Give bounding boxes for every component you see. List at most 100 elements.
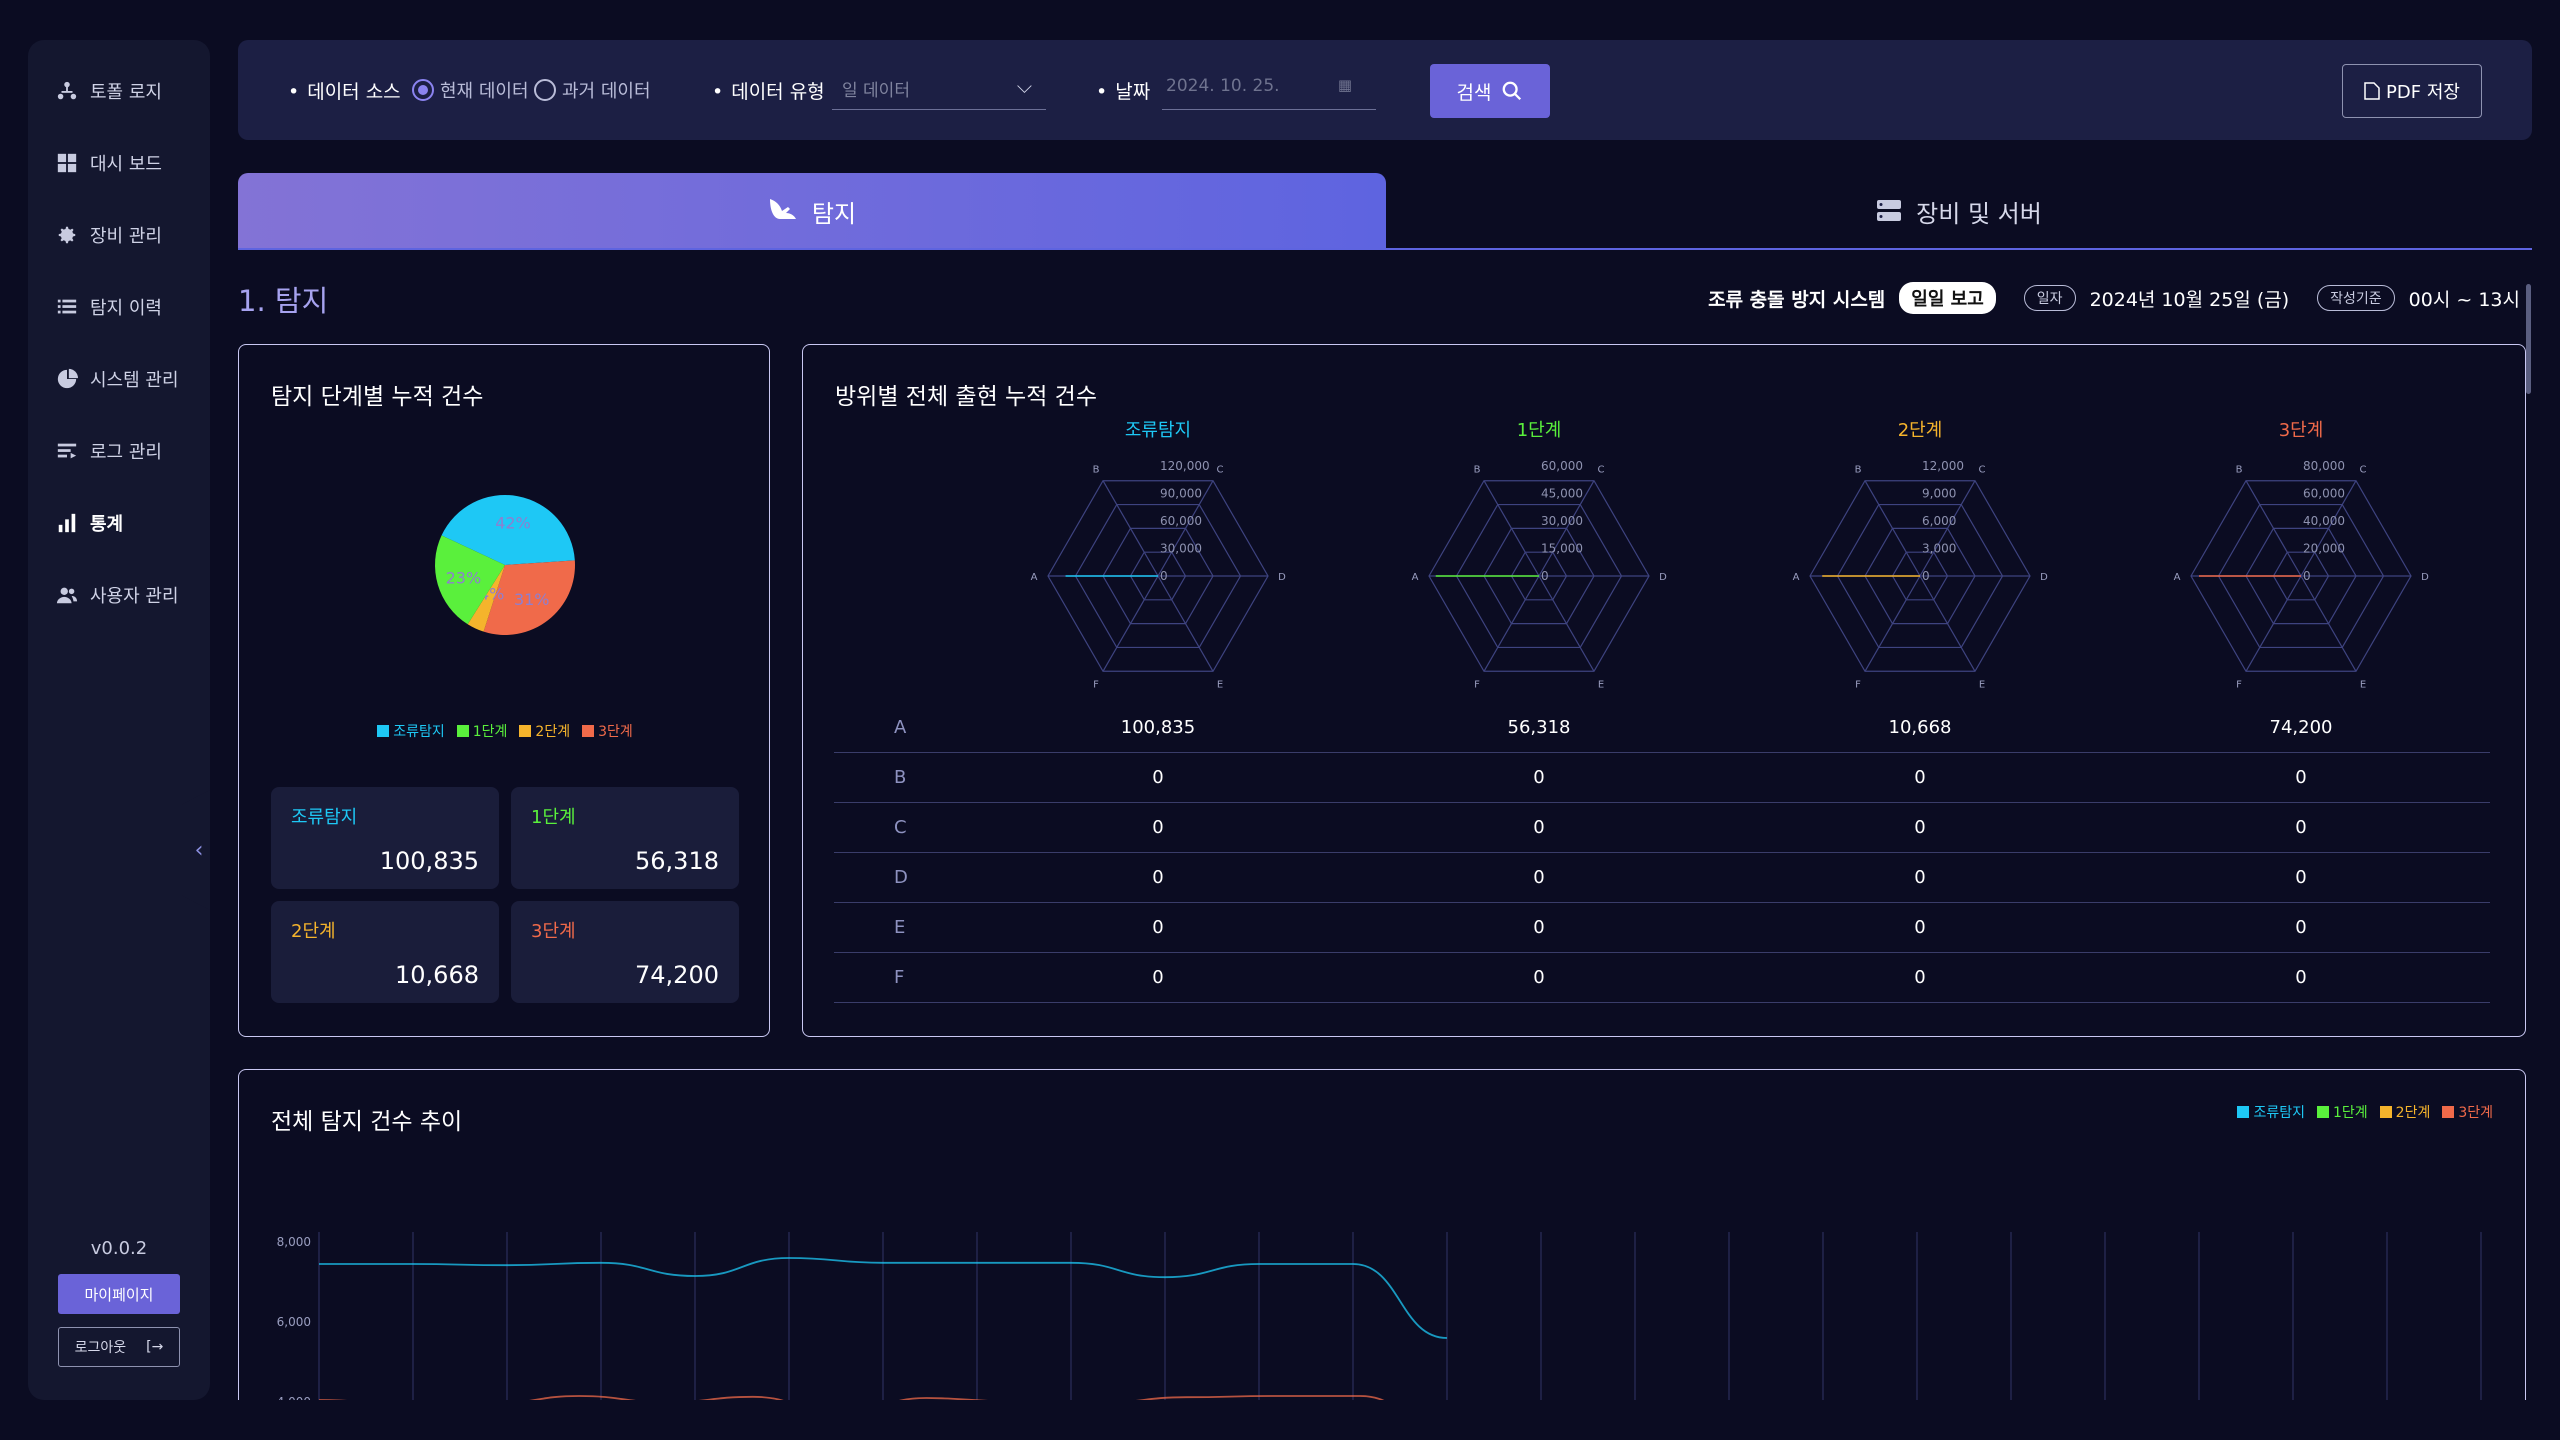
chevron-down-icon: ⌵	[1016, 74, 1032, 98]
sidebar-item-topology[interactable]: 토폴 로지	[56, 78, 162, 104]
server-icon	[1877, 200, 1902, 221]
table-row: E 0 0 0 0	[834, 903, 2490, 953]
table-cell: 0	[2295, 967, 2307, 988]
sidebar-item-statistics[interactable]: 통계	[56, 510, 123, 536]
section-title: 1. 탐지	[238, 284, 329, 318]
log-icon	[57, 443, 77, 459]
pdf-save-button[interactable]: PDF 저장	[2342, 64, 2482, 118]
calendar-icon[interactable]: ▦	[1337, 76, 1352, 94]
chevron-left-icon: ‹	[194, 837, 204, 863]
logout-icon: [→	[146, 1339, 164, 1355]
radar-axis-label: E	[2360, 679, 2366, 690]
radar-axis-label: C	[1598, 465, 1605, 476]
pie-slice-label: 42%	[495, 513, 531, 532]
radar-title-stage2: 2단계	[1897, 420, 1943, 441]
radar-tick-label: 120,000	[1160, 459, 1210, 473]
radar-axis-label: B	[1855, 465, 1862, 476]
sidebar-item-label: 토폴 로지	[90, 82, 162, 103]
tab-equipment-server[interactable]: 장비 및 서버	[1386, 173, 2532, 249]
sidebar-item-label: 로그 관리	[90, 442, 162, 463]
radar-tick-label: 3,000	[1922, 542, 1956, 556]
tab-detection[interactable]: 탐지	[238, 173, 1386, 249]
search-button[interactable]: 검색	[1430, 64, 1550, 118]
sidebar-item-label: 시스템 관리	[90, 370, 179, 391]
stat-value: 56,318	[635, 847, 719, 875]
radar-axis	[2245, 480, 2302, 577]
legend-swatch	[2237, 1106, 2250, 1118]
radar-tick-label: 80,000	[2303, 459, 2345, 473]
radio-unchecked-icon	[534, 79, 556, 101]
bar-chart-icon	[58, 513, 76, 533]
radar-tick-label: 90,000	[1160, 487, 1202, 501]
sidebar-item-history[interactable]: 탐지 이력	[56, 294, 162, 320]
card-title: 탐지 단계별 누적 건수	[271, 384, 484, 410]
radio-label: 과거 데이터	[562, 81, 651, 102]
radio-past-data[interactable]: 과거 데이터	[534, 77, 651, 103]
bird-icon	[769, 199, 796, 219]
radar-axis	[2300, 575, 2357, 672]
radar-tick-label: 0	[2303, 569, 2311, 583]
table-row: D 0 0 0 0	[834, 853, 2490, 903]
report-type-badge: 일일 보고	[1899, 282, 1996, 314]
radar-tick-label: 60,000	[1160, 514, 1202, 528]
sidebar-collapse-toggle[interactable]: ‹	[182, 790, 210, 910]
trend-legend: 조류탐지 1단계 2단계 3단계	[2237, 1102, 2493, 1122]
radar-axis-label: D	[2040, 572, 2048, 583]
page-scrollbar[interactable]	[2526, 284, 2531, 394]
direction-label: E	[894, 917, 906, 938]
radar-title-stage3: 3단계	[2278, 420, 2324, 441]
sidebar: 토폴 로지 대시 보드 장비 관리 탐지 이력 시스템 관리 로그 관리 통계 …	[28, 40, 210, 1400]
sidebar-item-equipment[interactable]: 장비 관리	[56, 222, 162, 248]
legend-label: 2단계	[2395, 1105, 2431, 1121]
date-label: 날짜	[1096, 77, 1150, 104]
table-cell: 10,668	[1888, 717, 1952, 738]
radio-current-data[interactable]: 현재 데이터	[412, 77, 529, 103]
pie-chart: 42%31%4%23%	[435, 495, 575, 635]
radar-charts: A B C D E F 120,000 90,000 60,000 30,000 0 A B C D E F 60…	[1031, 459, 2430, 690]
sidebar-item-label: 장비 관리	[90, 226, 162, 247]
search-label: 검색	[1456, 81, 1492, 104]
sidebar-item-log[interactable]: 로그 관리	[56, 438, 162, 464]
stat-label: 1단계	[531, 807, 576, 828]
trend-card: 전체 탐지 건수 추이 조류탐지 1단계 2단계 3단계 4,0006,0008…	[238, 1069, 2526, 1440]
radar-tick-label: 6,000	[1922, 514, 1956, 528]
radar-tick-label: 60,000	[1541, 459, 1583, 473]
radio-checked-icon	[412, 79, 434, 101]
table-cell: 0	[1914, 867, 1926, 888]
legend-swatch	[2316, 1106, 2329, 1118]
radar-axis	[1102, 480, 1159, 577]
mypage-button[interactable]: 마이페이지	[58, 1274, 180, 1314]
radar-axis-label: C	[1979, 465, 1986, 476]
table-cell: 0	[1533, 767, 1545, 788]
stat-label: 2단계	[291, 921, 336, 942]
radar-axis-label: A	[1031, 572, 1038, 583]
radar-tick-label: 60,000	[2303, 487, 2345, 501]
stat-card-bird: 조류탐지 100,835	[271, 787, 499, 889]
table-cell: 0	[2295, 767, 2307, 788]
dashboard-icon	[57, 153, 77, 173]
sidebar-item-label: 탐지 이력	[90, 298, 162, 319]
legend-swatch	[456, 725, 469, 737]
pie-slice-label: 23%	[446, 568, 482, 587]
report-basis: 00시 ~ 13시	[2408, 288, 2520, 311]
table-cell: 0	[1152, 967, 1164, 988]
gear-icon	[58, 226, 76, 244]
sidebar-item-system[interactable]: 시스템 관리	[56, 366, 179, 392]
logout-button[interactable]: 로그아웃 [→	[58, 1327, 180, 1367]
tab-underline	[238, 248, 2532, 250]
pie-slice-label: 31%	[514, 590, 550, 609]
table-row: A 100,835 56,318 10,668 74,200	[834, 703, 2490, 753]
table-cell: 100,835	[1120, 717, 1196, 738]
date-input[interactable]: 2024. 10. 25. ▦	[1162, 66, 1376, 110]
report-header: 조류 충돌 방지 시스템 일일 보고 일자 2024년 10월 25일 (금) …	[1708, 282, 2520, 314]
data-type-select[interactable]: 일 데이터 ⌵	[832, 66, 1046, 110]
table-cell: 74,200	[2269, 717, 2333, 738]
radar-tick-label: 9,000	[1922, 487, 1956, 501]
sidebar-item-dashboard[interactable]: 대시 보드	[56, 150, 162, 176]
sidebar-item-users[interactable]: 사용자 관리	[56, 582, 179, 608]
radar-axis	[1157, 480, 1214, 577]
radar-title-bird: 조류탐지	[1124, 420, 1192, 441]
table-cell: 0	[1914, 767, 1926, 788]
radar-axis-label: C	[2360, 465, 2367, 476]
legend-swatch	[377, 725, 390, 737]
